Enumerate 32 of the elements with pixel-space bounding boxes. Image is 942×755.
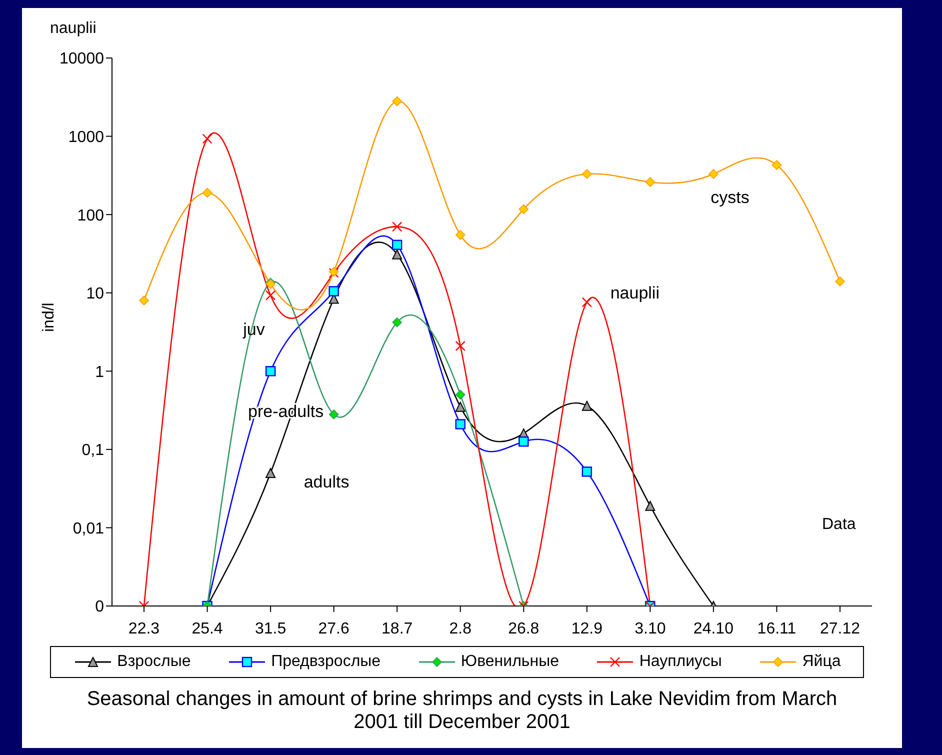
x-tick-label: 27.12 — [820, 620, 860, 638]
x-tick-label: 16.11 — [757, 620, 796, 638]
x-tick-label: 22.3 — [128, 620, 160, 638]
x-tick-label: 26.8 — [508, 620, 540, 638]
y-tick-label: 10000 — [60, 50, 104, 68]
annotation: cysts — [710, 188, 750, 208]
y-tick-label: 10 — [86, 286, 104, 303]
y-axis-title: ind/l — [40, 302, 58, 332]
legend-label: Предвзрослые — [271, 653, 381, 671]
x-tick-label: 31.5 — [254, 620, 286, 638]
y-tick-label: 0,01 — [72, 520, 104, 538]
text: Seasonal changes in amount of brine shrimps and cysts in Lake Nevidim from March 2001 till December 2001 — [86, 688, 838, 734]
y-tick-label: 1 — [95, 364, 104, 381]
annotation: nauplii — [610, 284, 660, 303]
legend-label: Ювенильные — [460, 653, 559, 671]
legend-label: Яйца — [802, 653, 841, 671]
x-tick-label: 3.10 — [634, 620, 666, 638]
x-tick-label: 18.7 — [382, 620, 413, 638]
x-tick-label: 27.6 — [318, 620, 350, 638]
x-tick-label: 24.10 — [693, 620, 734, 638]
text: nauplii — [50, 20, 96, 38]
x-tick-label: 25.4 — [192, 620, 223, 638]
legend-label: Науплиусы — [639, 653, 722, 671]
x-tick-label: 12.9 — [571, 620, 603, 638]
y-tick-label: 0 — [95, 598, 104, 616]
y-tick-label: 1000 — [68, 128, 104, 146]
y-tick-label: 100 — [77, 207, 104, 224]
annotation: adults — [304, 472, 350, 492]
y-tick-label: 0,1 — [82, 442, 104, 460]
legend-label: Взрослые — [117, 653, 191, 671]
x-axis-title: Data — [822, 516, 856, 534]
x-tick-label: 2.8 — [449, 620, 472, 638]
